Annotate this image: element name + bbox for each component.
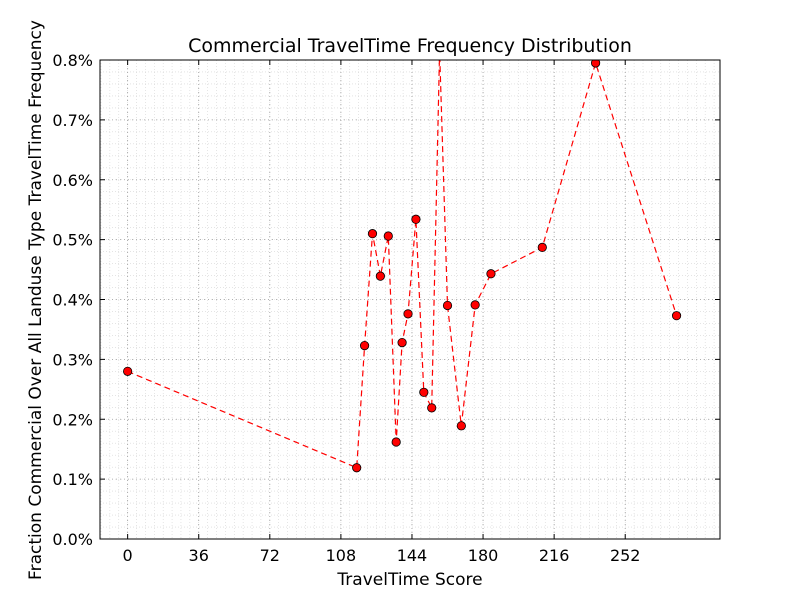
plot-frame: [99, 59, 721, 540]
x-tick-label: 0: [123, 546, 133, 565]
data-point: [671, 311, 682, 321]
data-point: [419, 387, 429, 397]
data-point: [391, 437, 401, 447]
series-line: [127, 60, 678, 469]
data-point: [367, 229, 378, 239]
y-tick-label: 0.5%: [52, 231, 93, 250]
y-tick-label: 0.6%: [52, 171, 93, 190]
data-point: [375, 271, 385, 281]
y-tick-label: 0.7%: [52, 111, 93, 130]
grid: [100, 59, 720, 540]
y-tick-label: 0.3%: [52, 350, 93, 369]
data-point: [411, 214, 421, 224]
y-tick-label: 0.4%: [52, 291, 93, 310]
data-point: [442, 300, 453, 311]
data-point: [359, 341, 370, 351]
data-point: [397, 338, 407, 348]
y-tick-label: 0.0%: [52, 530, 93, 549]
y-tick-label: 0.1%: [52, 470, 93, 489]
data-point: [403, 309, 413, 319]
chart-title: Commercial TravelTime Frequency Distribu…: [188, 35, 632, 57]
data-point: [123, 366, 133, 376]
x-tick-labels: 0 36 72 108 144 180 216 252: [123, 546, 641, 565]
x-tick-label: 216: [539, 546, 570, 565]
x-tick-label: 36: [189, 546, 209, 565]
y-tick-labels: 0.0% 0.1% 0.2% 0.3% 0.4% 0.5% 0.6% 0.7% 0.8%: [52, 51, 93, 549]
x-tick-label: 144: [397, 546, 428, 565]
data-point: [456, 421, 466, 431]
series-line-layer: [127, 60, 678, 469]
data-point: [427, 403, 437, 413]
y-tick-label: 0.8%: [52, 51, 93, 70]
x-tick-label: 108: [326, 546, 357, 565]
data-point: [537, 242, 547, 253]
y-tick-label: 0.2%: [52, 410, 93, 429]
data-point: [383, 231, 393, 241]
data-point: [486, 269, 496, 279]
data-points: [123, 60, 682, 473]
data-point: [470, 300, 480, 310]
y-axis-label: Fraction Commercial Over All Landuse Typ…: [26, 20, 46, 580]
x-tick-label: 180: [468, 546, 499, 565]
data-point: [591, 60, 601, 68]
x-tick-label: 72: [260, 546, 280, 565]
x-tick-label: 252: [610, 546, 641, 565]
data-point: [352, 463, 362, 473]
x-axis-label: TravelTime Score: [336, 570, 482, 590]
